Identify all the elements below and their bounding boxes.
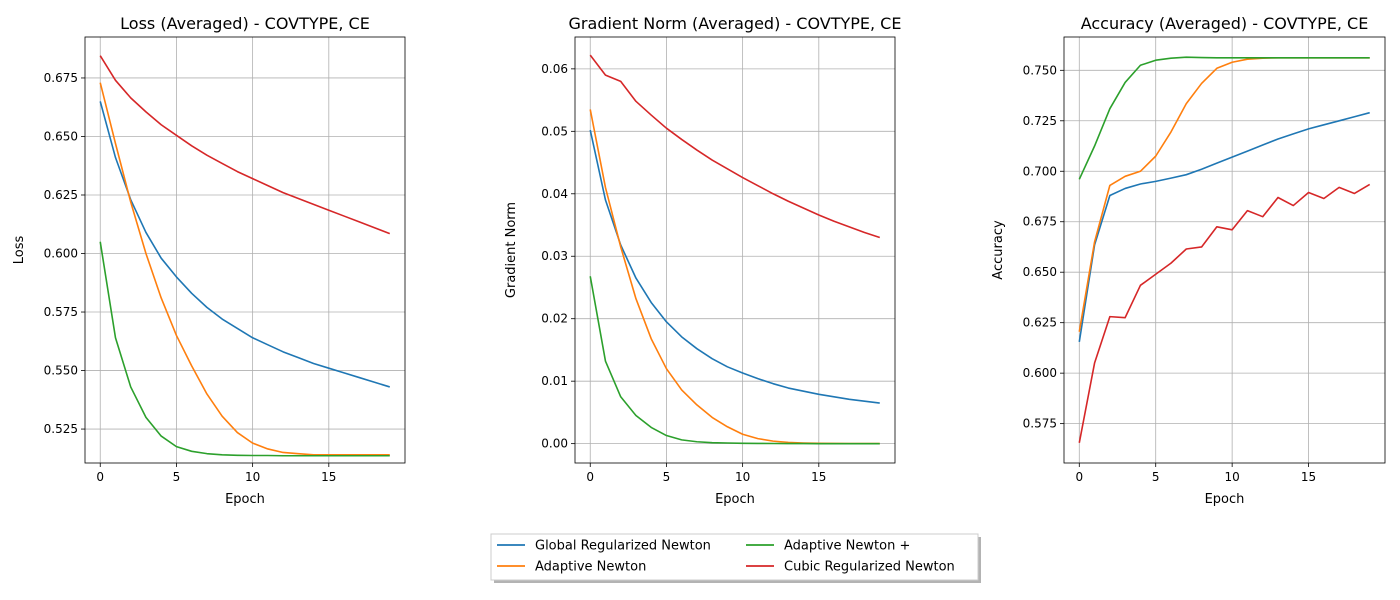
- chart-title: Loss (Averaged) - COVTYPE, CE: [120, 14, 370, 33]
- y-tick-label: 0.675: [44, 71, 78, 85]
- y-tick-label: 0.650: [44, 129, 78, 143]
- series-line-adaptive-newton: [99, 82, 390, 456]
- chart-title: Gradient Norm (Averaged) - COVTYPE, CE: [569, 14, 902, 33]
- y-tick-label: 0.03: [541, 249, 568, 263]
- y-tick-label: 0.650: [1023, 265, 1057, 279]
- y-tick-label: 0.700: [1023, 164, 1057, 178]
- x-tick-label: 0: [1075, 470, 1083, 484]
- chart-panel-1: 0 5 10 15 0.525 0.550 0.575 0.600 0.625 0.650 0.67…: [12, 14, 406, 507]
- x-tick-label: 0: [96, 470, 104, 484]
- chart-panel-3: 0 5 10 15 0.575 0.600 0.625 0.650 0.675 0.700 0.72…: [991, 14, 1386, 507]
- y-tick-label: 0.00: [541, 437, 568, 451]
- series-line-adaptive-newton: [99, 241, 390, 457]
- plot-area-frame: [84, 36, 406, 464]
- y-tick-label: 0.625: [1023, 316, 1057, 330]
- series-line-adaptive-newton: [589, 276, 880, 445]
- y-tick-label: 0.05: [541, 124, 568, 138]
- y-tick-label: 0.625: [44, 188, 78, 202]
- chart-title: Accuracy (Averaged) - COVTYPE, CE: [1081, 14, 1369, 33]
- x-tick-label: 5: [173, 470, 181, 484]
- x-tick-label: 0: [586, 470, 594, 484]
- x-tick-label: 15: [321, 470, 336, 484]
- x-tick-label: 5: [663, 470, 671, 484]
- legend-label: Cubic Regularized Newton: [784, 560, 955, 575]
- x-axis-label: Epoch: [225, 492, 265, 507]
- legend-label: Global Regularized Newton: [535, 539, 711, 554]
- y-tick-label: 0.600: [1023, 366, 1057, 380]
- x-tick-label: 10: [735, 470, 750, 484]
- x-axis-label: Epoch: [1205, 492, 1245, 507]
- charts: 0 5 10 15 0.525 0.550 0.575 0.600 0.625 0.650 0.67…: [12, 14, 1386, 507]
- legend-label: Adaptive Newton: [535, 560, 646, 575]
- y-tick-label: 0.04: [541, 187, 568, 201]
- x-tick-label: 10: [245, 470, 260, 484]
- y-axis-label: Accuracy: [991, 220, 1006, 280]
- legend-item-adaptive-newton: Adaptive Newton +: [746, 539, 910, 554]
- y-axis-label: Loss: [12, 236, 27, 265]
- x-axis-label: Epoch: [715, 492, 755, 507]
- series-line-global-regularized-newton: [1078, 111, 1370, 342]
- legend-item-cubic-regularized-newton: Cubic Regularized Newton: [746, 560, 955, 575]
- x-tick-label: 15: [811, 470, 826, 484]
- y-tick-label: 0.750: [1023, 63, 1057, 77]
- plot-area-frame: [1063, 36, 1386, 464]
- series-line-global-regularized-newton: [99, 101, 390, 388]
- x-tick-label: 10: [1225, 470, 1240, 484]
- y-tick-label: 0.600: [44, 247, 78, 261]
- y-tick-label: 0.525: [44, 422, 78, 436]
- y-axis-label: Gradient Norm: [504, 202, 519, 298]
- y-tick-label: 0.575: [44, 305, 78, 319]
- legend-box: [490, 533, 979, 581]
- y-tick-label: 0.675: [1023, 215, 1057, 229]
- y-tick-label: 0.01: [541, 374, 568, 388]
- x-tick-label: 5: [1152, 470, 1160, 484]
- series-line-cubic-regularized-newton: [589, 54, 881, 239]
- series-line-adaptive-newton: [1078, 56, 1370, 180]
- y-tick-label: 0.575: [1023, 417, 1057, 431]
- y-tick-label: 0.725: [1023, 114, 1057, 128]
- legend-item-global-regularized-newton: Global Regularized Newton: [497, 539, 711, 554]
- series-line-cubic-regularized-newton: [1078, 183, 1371, 443]
- series-line-global-regularized-newton: [589, 129, 880, 404]
- legend: Global Regularized Newton Adaptive Newton…: [490, 533, 981, 583]
- series-line-cubic-regularized-newton: [99, 55, 391, 235]
- legend-label: Adaptive Newton +: [784, 539, 910, 554]
- y-tick-label: 0.06: [541, 62, 568, 76]
- plot-area-frame: [574, 36, 896, 464]
- y-tick-label: 0.02: [541, 312, 568, 326]
- x-tick-label: 15: [1301, 470, 1316, 484]
- legend-item-adaptive-newton: Adaptive Newton: [497, 560, 646, 575]
- y-tick-label: 0.550: [44, 364, 78, 378]
- chart-panel-2: 0 5 10 15 0.00 0.01 0.02 0.03 0.04 0.05 0.06 Gradie…: [504, 14, 901, 507]
